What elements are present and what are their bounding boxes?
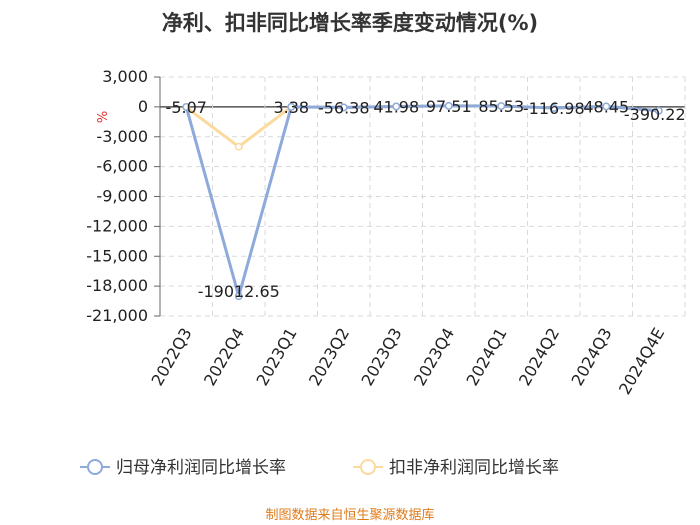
y-tick-label: -15,000 [86,246,148,265]
data-label: -5.07 [166,98,207,117]
data-point [444,101,453,110]
data-label: 85.53 [478,97,524,116]
x-tick-label: 2023Q3 [358,325,406,389]
data-labels: -5.07-19012.653.38 -56.38 41.98 97.51 85.53-… [166,97,686,301]
x-tick-label: 2023Q2 [305,325,353,389]
y-tick-label: -9,000 [96,187,148,206]
legend-label: 扣非净利润同比增长率 [389,458,559,478]
data-point [602,102,611,111]
y-tick-label: -21,000 [86,306,148,325]
data-point [339,103,348,112]
x-axis: 2022Q3 2022Q4 2023Q1 2023Q2 2023Q3 2023Q4 2024… [148,325,669,398]
data-label: 97.51 [426,97,472,116]
series-layer [182,101,663,301]
data-point [182,102,191,111]
data-point [497,102,506,110]
legend-marker [87,459,103,475]
data-label: -19012.65 [198,282,280,301]
data-label: -56.38 [318,98,370,117]
y-tick-label: -18,000 [86,276,148,295]
legend-marker [360,459,376,475]
x-tick-label: 2022Q3 [148,325,196,389]
x-tick-label: 2024Q2 [515,325,563,389]
data-label: 48.45 [583,97,629,116]
data-point [287,102,296,111]
data-point [234,142,243,151]
data-point [549,104,558,112]
legend-label: 归母净利润同比增长率 [116,458,286,478]
x-tick-label: 2024Q1 [463,325,511,389]
y-tick-label: 3,000 [102,67,148,86]
y-tick-label: -12,000 [86,216,148,235]
x-tick-label: 2023Q4 [410,325,458,389]
data-label: -116.98 [523,99,585,118]
x-tick-label: 2024Q4E [615,325,668,398]
chart-title: 净利、扣非同比增长率季度变动情况(%) [162,11,538,35]
y-tick-label: -3,000 [96,127,148,146]
y-tick-label: 0 [138,97,148,116]
x-tick-label: 2023Q1 [253,325,301,389]
series-line [184,104,659,298]
y-axis: 3,000 0 -3,000 -6,000 -9,000 -12,000 -15,000 -1… [86,67,161,325]
data-point [654,106,663,115]
data-label: 3.38 [273,98,309,117]
data-label: 41.98 [373,97,419,116]
data-point [234,292,243,301]
source-note: 制图数据来自恒生聚源数据库 [265,507,434,523]
y-tick-label: -6,000 [96,157,148,176]
data-point [392,102,401,111]
y-axis-label: % [96,111,111,123]
legend: 归母净利润同比增长率 扣非净利润同比增长率 [80,458,559,478]
data-label: -390.22 [624,105,686,124]
x-tick-label: 2024Q3 [568,325,616,389]
x-tick-label: 2022Q4 [200,325,248,389]
